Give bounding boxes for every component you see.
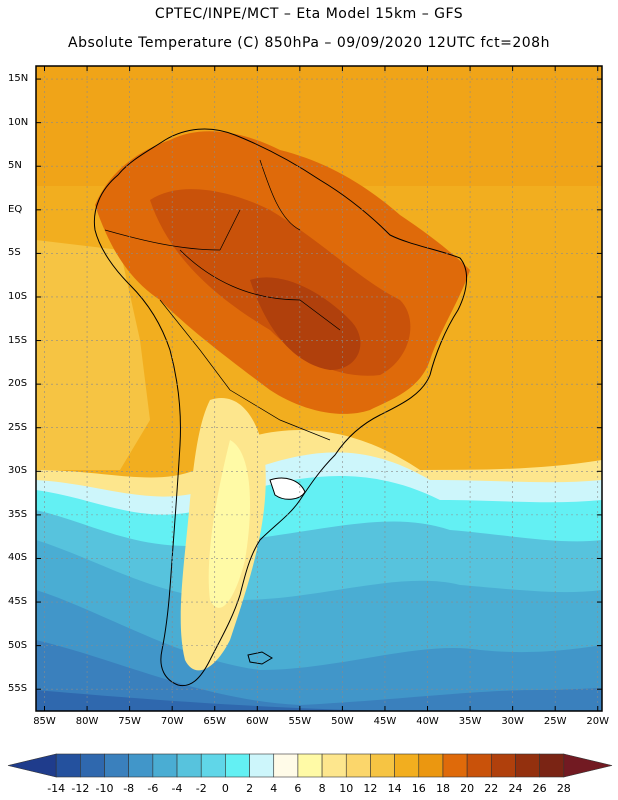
- colorbar-bin: [249, 753, 275, 778]
- colorbar-bin: [273, 753, 299, 778]
- field-andes-cooler: [208, 440, 250, 608]
- longitude-label: 85W: [33, 716, 56, 727]
- colorbar-bin: [80, 753, 105, 778]
- colorbar-tick-label: 12: [363, 782, 378, 795]
- latitude-label: EQ: [8, 203, 23, 215]
- longitude-label: 40W: [416, 716, 439, 727]
- falklands-outline: [247, 651, 273, 665]
- axis-ticks: [36, 66, 602, 711]
- longitude-label: 60W: [245, 716, 269, 727]
- longitude-label: 80W: [75, 716, 99, 727]
- map-title-line-1: CPTEC/INPE/MCT – Eta Model 15km – GFS: [154, 6, 464, 22]
- latitude-label: 20S: [8, 378, 28, 390]
- latitude-label: 10N: [8, 116, 29, 128]
- field-band-m4: [36, 590, 602, 711]
- colorbar-bin: [128, 753, 154, 778]
- colorbar-bin: [539, 753, 565, 778]
- longitude-label: 30W: [501, 716, 524, 727]
- latitude-label: 30S: [8, 465, 28, 477]
- colorbar-bin: [491, 753, 516, 778]
- map-title-line-2: Absolute Temperature (C) 850hPa – 09/09/…: [68, 35, 550, 51]
- latitude-label: 15N: [8, 73, 29, 85]
- colorbar-tick-label: 10: [339, 782, 354, 795]
- colorbar-tick-label: 26: [532, 782, 547, 795]
- colorbar-tick-label: -8: [123, 782, 135, 795]
- longitude-label: 35W: [458, 716, 482, 727]
- latitude-label: 50S: [8, 639, 28, 651]
- longitude-label: 50W: [331, 716, 354, 727]
- colorbar-tick-label: -6: [147, 782, 159, 795]
- colorbar-bin: [176, 753, 202, 778]
- coastline: [93, 128, 467, 687]
- colorbar-bin: [418, 753, 444, 778]
- longitude-label: 65W: [203, 716, 227, 727]
- field-band-m8: [36, 690, 420, 711]
- colorbar-tick-label: -10: [95, 782, 114, 795]
- colorbar-tick-label: 6: [294, 782, 302, 795]
- colorbar-tick-label: 16: [411, 782, 426, 795]
- latitude-label: 35S: [8, 508, 28, 520]
- latitude-label: 10S: [8, 290, 28, 302]
- latitude-label: 25S: [8, 421, 28, 433]
- field-pacific-warm: [36, 240, 150, 470]
- colorbar-tick-label: 4: [270, 782, 278, 795]
- colorbar-tick-label: 8: [318, 782, 326, 795]
- colorbar-bin: [321, 753, 347, 778]
- map-frame: [35, 65, 603, 712]
- longitude-label: 70W: [160, 716, 184, 727]
- longitude-label: 20W: [586, 716, 610, 727]
- rio-de-la-plata: [269, 477, 306, 500]
- colorbar-tick-label: -4: [171, 782, 183, 795]
- colorbar-bin: [466, 753, 492, 778]
- latitude-label: 5N: [8, 160, 22, 172]
- temperature-field: [36, 66, 602, 711]
- colorbar-bin: [200, 753, 226, 778]
- latitude-label: 55S: [8, 683, 28, 695]
- colorbar-tick-label: 28: [556, 782, 571, 795]
- longitude-label: 75W: [118, 716, 141, 727]
- longitude-label: 55W: [288, 716, 312, 727]
- colorbar-tick-label: 2: [246, 782, 254, 795]
- colorbar-tick-label: 24: [508, 782, 523, 795]
- colorbar: [7, 753, 613, 778]
- colorbar-arrow-high: [563, 753, 613, 778]
- colorbar-tick-label: 22: [484, 782, 499, 795]
- field-land-hottest: [250, 277, 361, 370]
- longitude-label: 25W: [543, 716, 567, 727]
- colorbar-bin: [297, 753, 323, 778]
- colorbar-bin: [104, 753, 129, 778]
- colorbar-bin: [55, 753, 81, 778]
- colorbar-tick-label: 14: [387, 782, 402, 795]
- colorbar-tick-label: -12: [71, 782, 90, 795]
- colorbar-bin: [442, 753, 468, 778]
- colorbar-arrow-low: [7, 753, 57, 778]
- colorbar-bin: [225, 753, 250, 778]
- latitude-label: 15S: [8, 334, 28, 346]
- colorbar-bin: [152, 753, 178, 778]
- latitude-label: 45S: [8, 596, 28, 608]
- country-borders: [104, 159, 341, 441]
- graticule: [36, 66, 602, 711]
- field-band-m6: [36, 640, 602, 711]
- latitude-label: 5S: [8, 247, 21, 259]
- colorbar-bin: [345, 753, 371, 778]
- latitude-label: 40S: [8, 552, 28, 564]
- colorbar-tick-label: -14: [47, 782, 66, 795]
- colorbar-tick-label: -2: [195, 782, 207, 795]
- colorbar-tick-label: 0: [221, 782, 229, 795]
- south-america-outline: [93, 128, 467, 687]
- colorbar-bin: [394, 753, 420, 778]
- colorbar-bin: [370, 753, 395, 778]
- colorbar-bin: [515, 753, 540, 778]
- colorbar-tick-label: 20: [460, 782, 475, 795]
- colorbar-tick-label: 18: [435, 782, 450, 795]
- longitude-label: 45W: [373, 716, 397, 727]
